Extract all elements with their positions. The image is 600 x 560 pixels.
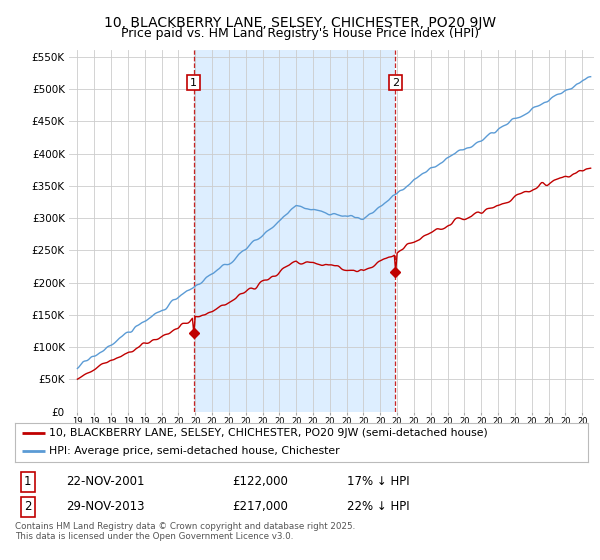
Text: Price paid vs. HM Land Registry's House Price Index (HPI): Price paid vs. HM Land Registry's House … bbox=[121, 27, 479, 40]
Text: 2: 2 bbox=[24, 501, 31, 514]
Text: 2: 2 bbox=[392, 78, 399, 88]
Text: 1: 1 bbox=[24, 475, 31, 488]
Text: HPI: Average price, semi-detached house, Chichester: HPI: Average price, semi-detached house,… bbox=[49, 446, 340, 456]
Text: 10, BLACKBERRY LANE, SELSEY, CHICHESTER, PO20 9JW: 10, BLACKBERRY LANE, SELSEY, CHICHESTER,… bbox=[104, 16, 496, 30]
Text: 17% ↓ HPI: 17% ↓ HPI bbox=[347, 475, 410, 488]
Text: £122,000: £122,000 bbox=[233, 475, 289, 488]
Text: 1: 1 bbox=[190, 78, 197, 88]
Text: £217,000: £217,000 bbox=[233, 501, 289, 514]
Text: 29-NOV-2013: 29-NOV-2013 bbox=[67, 501, 145, 514]
Text: 10, BLACKBERRY LANE, SELSEY, CHICHESTER, PO20 9JW (semi-detached house): 10, BLACKBERRY LANE, SELSEY, CHICHESTER,… bbox=[49, 428, 488, 438]
Text: 22% ↓ HPI: 22% ↓ HPI bbox=[347, 501, 410, 514]
Text: 22-NOV-2001: 22-NOV-2001 bbox=[67, 475, 145, 488]
Bar bbox=[194, 50, 395, 412]
Text: Contains HM Land Registry data © Crown copyright and database right 2025.
This d: Contains HM Land Registry data © Crown c… bbox=[15, 522, 355, 542]
